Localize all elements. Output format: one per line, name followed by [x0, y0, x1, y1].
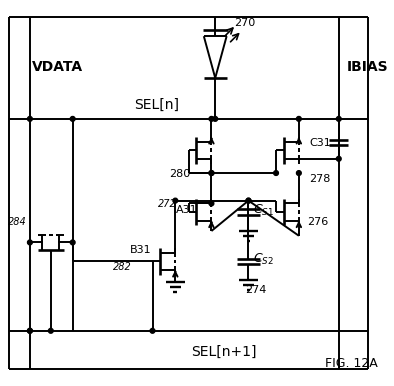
Circle shape: [209, 117, 214, 121]
Circle shape: [213, 117, 217, 121]
Circle shape: [274, 171, 279, 175]
Circle shape: [296, 171, 301, 175]
Circle shape: [28, 328, 32, 333]
Circle shape: [150, 328, 155, 333]
Circle shape: [246, 198, 251, 203]
Circle shape: [336, 156, 341, 161]
Text: 270: 270: [234, 18, 255, 28]
Text: 276: 276: [307, 217, 329, 227]
Circle shape: [246, 198, 251, 203]
Circle shape: [336, 117, 341, 121]
Text: $C_{S1}$: $C_{S1}$: [253, 203, 274, 218]
Text: VDATA: VDATA: [32, 59, 83, 74]
Text: 282: 282: [113, 262, 132, 272]
Circle shape: [70, 240, 75, 245]
Text: 280: 280: [169, 169, 191, 179]
Circle shape: [70, 117, 75, 121]
Circle shape: [209, 201, 214, 206]
Circle shape: [296, 117, 301, 121]
Circle shape: [173, 198, 178, 203]
Circle shape: [28, 328, 32, 333]
Circle shape: [209, 171, 214, 175]
Text: 278: 278: [309, 174, 331, 184]
Text: IBIAS: IBIAS: [346, 59, 388, 74]
Text: SEL[n+1]: SEL[n+1]: [191, 345, 257, 359]
Circle shape: [28, 240, 32, 245]
Text: B31: B31: [130, 245, 152, 255]
Text: A31: A31: [176, 205, 197, 215]
Circle shape: [48, 328, 53, 333]
Text: $C_{S2}$: $C_{S2}$: [253, 252, 274, 267]
Text: FIG. 12A: FIG. 12A: [325, 357, 377, 370]
Circle shape: [209, 171, 214, 175]
Text: 284: 284: [8, 217, 27, 227]
Text: 272: 272: [158, 200, 177, 209]
Circle shape: [28, 117, 32, 121]
Text: C31: C31: [309, 138, 331, 147]
Text: SEL[n]: SEL[n]: [134, 98, 179, 112]
Text: 274: 274: [245, 285, 267, 295]
